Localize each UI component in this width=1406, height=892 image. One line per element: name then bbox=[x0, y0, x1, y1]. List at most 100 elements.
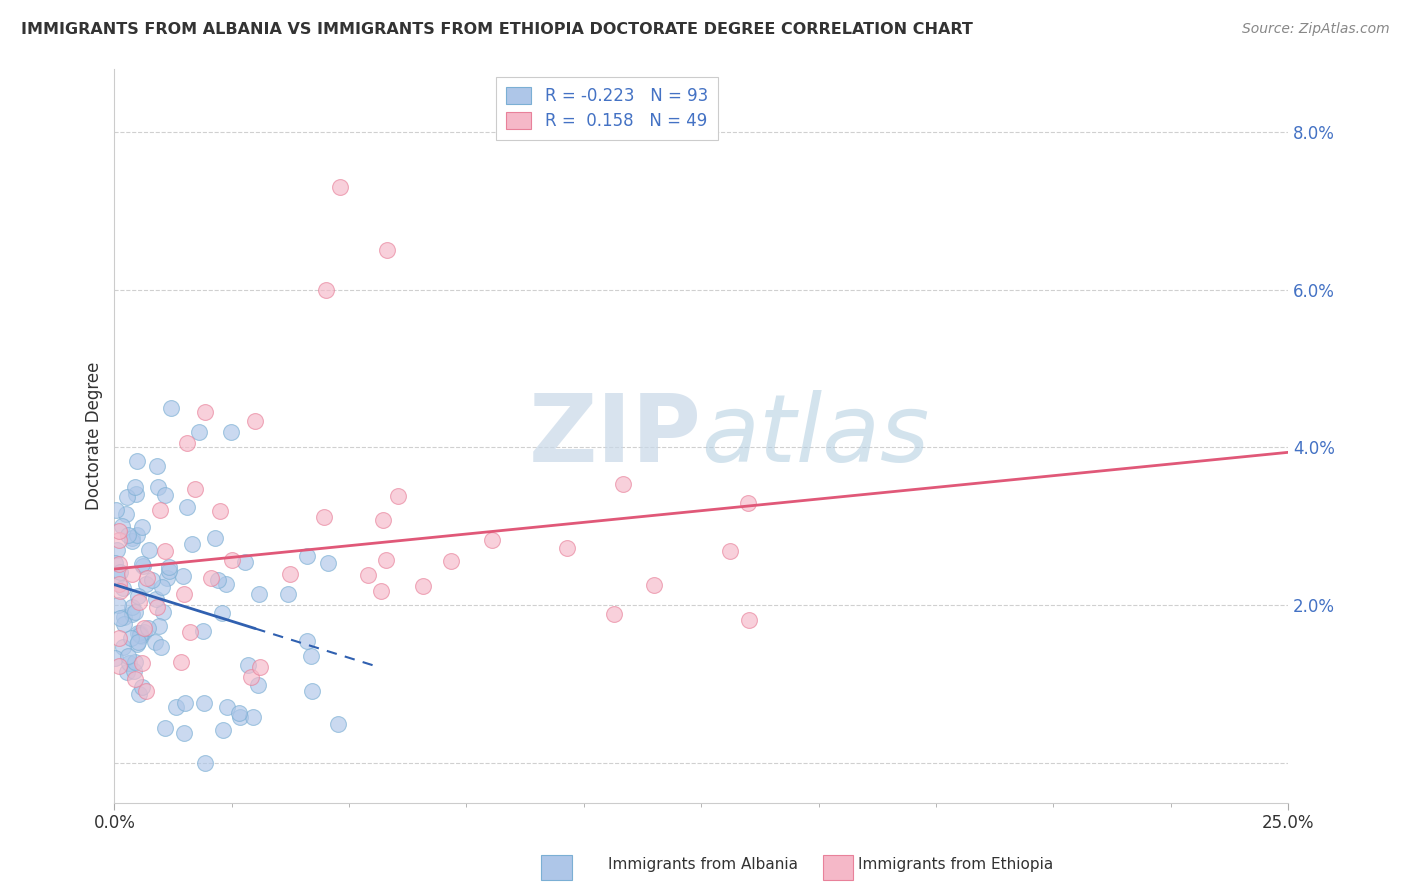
Point bbox=[135, 684, 157, 698]
Point bbox=[129, 626, 152, 640]
Point bbox=[105, 543, 128, 558]
Point bbox=[132, 559, 155, 574]
Point bbox=[134, 621, 156, 635]
Point bbox=[104, 651, 127, 665]
Point bbox=[152, 606, 174, 620]
Point bbox=[159, 401, 181, 415]
Point bbox=[129, 629, 152, 643]
Point bbox=[155, 488, 177, 502]
Point bbox=[249, 659, 271, 673]
Point bbox=[127, 589, 149, 603]
Point bbox=[297, 633, 319, 648]
Point bbox=[329, 180, 352, 194]
Point bbox=[108, 565, 131, 579]
Point bbox=[131, 680, 153, 694]
Point bbox=[215, 700, 238, 714]
Point bbox=[138, 543, 160, 558]
Point bbox=[115, 665, 138, 679]
Point bbox=[193, 624, 215, 639]
Text: atlas: atlas bbox=[702, 390, 929, 481]
Point bbox=[121, 607, 143, 621]
Point bbox=[115, 507, 138, 521]
Point bbox=[127, 626, 149, 640]
Point bbox=[148, 619, 170, 633]
Point bbox=[221, 553, 243, 567]
Point bbox=[207, 573, 229, 587]
Point bbox=[120, 631, 142, 645]
Point bbox=[128, 687, 150, 701]
Point bbox=[412, 579, 434, 593]
Point bbox=[277, 587, 299, 601]
Point bbox=[114, 616, 136, 631]
Point bbox=[108, 533, 131, 548]
Point bbox=[143, 635, 166, 649]
Point bbox=[200, 570, 222, 584]
Point bbox=[718, 543, 741, 558]
Point bbox=[612, 477, 634, 491]
Point bbox=[157, 559, 180, 574]
Point bbox=[643, 578, 665, 592]
Point bbox=[117, 528, 139, 542]
Point bbox=[169, 656, 191, 670]
Point bbox=[112, 581, 135, 595]
Point bbox=[193, 405, 215, 419]
Point bbox=[249, 587, 271, 601]
Text: ZIP: ZIP bbox=[529, 390, 702, 482]
Text: IMMIGRANTS FROM ALBANIA VS IMMIGRANTS FROM ETHIOPIA DOCTORATE DEGREE CORRELATION: IMMIGRANTS FROM ALBANIA VS IMMIGRANTS FR… bbox=[21, 22, 973, 37]
Point bbox=[117, 648, 139, 663]
Point bbox=[242, 710, 264, 724]
Point bbox=[136, 621, 159, 635]
Point bbox=[173, 726, 195, 740]
Point bbox=[278, 567, 301, 582]
Point bbox=[737, 613, 759, 627]
Point bbox=[193, 696, 215, 710]
Point bbox=[121, 533, 143, 548]
Point bbox=[370, 584, 392, 599]
Point bbox=[194, 756, 217, 771]
Point bbox=[183, 482, 205, 496]
Point bbox=[149, 640, 172, 654]
Point bbox=[135, 576, 157, 591]
Point bbox=[211, 606, 233, 620]
Point bbox=[165, 699, 187, 714]
Point bbox=[107, 598, 129, 612]
Point bbox=[141, 573, 163, 587]
Point bbox=[149, 503, 172, 517]
Point bbox=[557, 541, 579, 555]
Point bbox=[108, 611, 131, 625]
Point bbox=[121, 600, 143, 615]
Point bbox=[187, 425, 209, 439]
Point bbox=[125, 487, 148, 501]
Point bbox=[125, 528, 148, 542]
Point bbox=[212, 723, 235, 737]
Point bbox=[108, 658, 131, 673]
Point bbox=[127, 634, 149, 648]
Point bbox=[299, 648, 322, 663]
Point bbox=[127, 454, 149, 468]
Point bbox=[105, 569, 128, 583]
Point bbox=[236, 657, 259, 672]
Point bbox=[121, 566, 143, 581]
Point bbox=[179, 625, 201, 640]
Point bbox=[112, 610, 135, 624]
Point bbox=[145, 592, 167, 607]
Point bbox=[111, 519, 134, 533]
Point bbox=[603, 607, 626, 621]
Point bbox=[219, 425, 242, 439]
Point bbox=[235, 555, 257, 569]
Point bbox=[357, 568, 380, 582]
Point bbox=[374, 552, 396, 566]
Point bbox=[104, 556, 127, 570]
Point bbox=[301, 683, 323, 698]
Point bbox=[440, 554, 463, 568]
Point bbox=[124, 672, 146, 686]
Point bbox=[117, 657, 139, 671]
Text: Immigrants from Albania: Immigrants from Albania bbox=[607, 857, 799, 872]
Point bbox=[173, 587, 195, 601]
Point bbox=[371, 513, 394, 527]
Point bbox=[172, 569, 194, 583]
Point bbox=[124, 655, 146, 669]
Point bbox=[326, 717, 349, 731]
Point bbox=[174, 696, 197, 710]
Point bbox=[115, 490, 138, 504]
